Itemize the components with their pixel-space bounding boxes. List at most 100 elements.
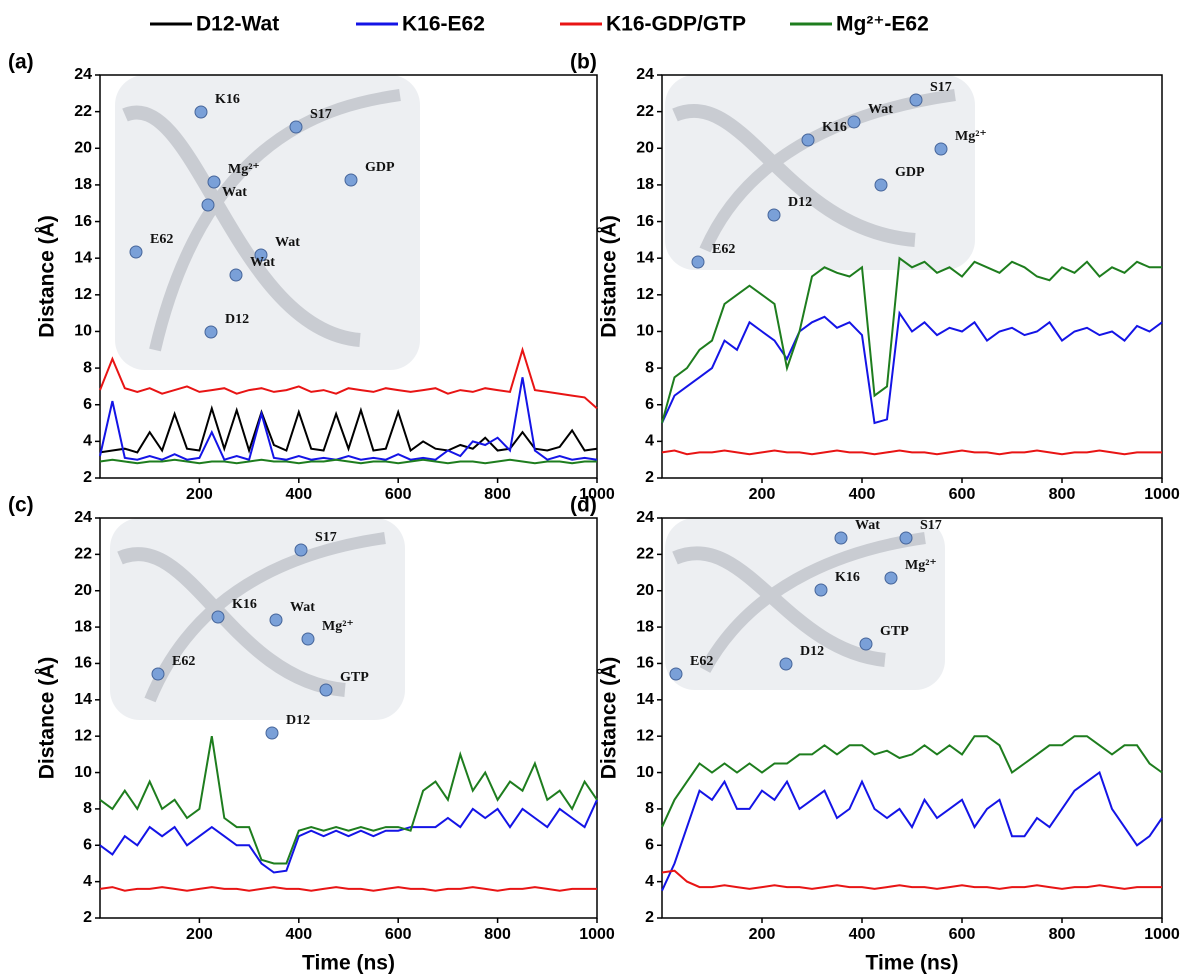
inset-atom [195,106,207,118]
x-axis-label: Time (ns) [302,952,395,975]
y-tick-label: 16 [636,655,654,672]
inset-label: Wat [868,102,893,117]
data-line [662,871,1162,889]
y-tick-label: 14 [74,691,92,708]
panel-label: (d) [570,494,597,517]
inset-label: D12 [788,195,812,210]
y-tick-label: 24 [636,66,654,83]
inset-label: Wat [290,600,315,615]
y-tick-label: 6 [83,396,92,413]
y-tick-label: 8 [83,800,92,817]
inset-label: K16 [822,120,847,135]
inset-label: Mg²⁺ [228,162,260,177]
x-tick-label: 800 [1049,926,1076,943]
inset-label: Mg²⁺ [322,619,354,634]
x-tick-label: 400 [285,486,312,503]
y-tick-label: 10 [636,764,654,781]
panel-label: (c) [8,494,34,517]
inset-atom [780,658,792,670]
inset-atom [295,544,307,556]
legend-label: K16-E62 [402,13,485,36]
x-tick-label: 400 [849,486,876,503]
legend-label: D12-Wat [196,13,279,36]
y-tick-label: 14 [636,691,654,708]
panel-label: (a) [8,51,34,74]
x-tick-label: 600 [385,486,412,503]
inset-label: E62 [150,232,173,247]
inset-label: Wat [222,185,247,200]
inset-atom [768,209,780,221]
data-line [100,408,597,452]
y-tick-label: 20 [74,139,92,156]
inset-atom [692,256,704,268]
inset-label: S17 [930,80,952,95]
y-tick-label: 10 [74,764,92,781]
y-tick-label: 12 [636,727,654,744]
x-tick-label: 1000 [1144,926,1180,943]
y-tick-label: 2 [645,469,654,486]
data-line [100,460,597,464]
y-tick-label: 22 [636,546,654,563]
data-line [662,258,1162,423]
inset-label: E62 [172,654,195,669]
y-tick-label: 20 [636,139,654,156]
inset-label: D12 [225,312,249,327]
y-tick-label: 4 [645,873,654,890]
y-tick-label: 20 [636,582,654,599]
y-tick-label: 8 [645,359,654,376]
data-line [662,313,1162,423]
inset-atom [935,143,947,155]
inset-atom [900,532,912,544]
inset-atom [212,611,224,623]
y-tick-label: 6 [645,836,654,853]
y-tick-label: 16 [74,213,92,230]
legend-label: K16-GDP/GTP [606,13,746,36]
inset-label: Wat [275,235,300,250]
inset-label: S17 [310,107,332,122]
x-tick-label: 400 [285,926,312,943]
x-tick-label: 200 [186,486,213,503]
inset-atom [910,94,922,106]
y-axis-label: Distance (Å) [597,657,621,780]
inset-label: Mg²⁺ [905,558,937,573]
inset-atom [860,638,872,650]
inset-label: GDP [895,165,925,180]
inset-atom [302,633,314,645]
x-tick-label: 800 [484,486,511,503]
y-tick-label: 18 [636,618,654,635]
y-tick-label: 4 [83,873,92,890]
inset-atom [270,614,282,626]
inset-atom [885,572,897,584]
x-tick-label: 400 [849,926,876,943]
x-tick-label: 1000 [579,926,615,943]
inset-label: GDP [365,160,395,175]
inset-atom [815,584,827,596]
x-tick-label: 600 [949,486,976,503]
y-tick-label: 12 [74,727,92,744]
y-tick-label: 8 [645,800,654,817]
x-tick-label: 200 [749,486,776,503]
y-tick-label: 14 [636,249,654,266]
inset-label: GTP [340,670,369,685]
inset-label: D12 [286,713,310,728]
y-tick-label: 10 [636,323,654,340]
legend-label: Mg²⁺-E62 [836,13,929,36]
inset-atom [802,134,814,146]
data-line [100,887,597,891]
y-tick-label: 2 [645,909,654,926]
y-tick-label: 2 [83,469,92,486]
inset-label: K16 [835,570,860,585]
y-tick-label: 14 [74,249,92,266]
inset-label: Mg²⁺ [955,129,987,144]
y-tick-label: 22 [74,546,92,563]
inset-label: D12 [800,644,824,659]
y-tick-label: 6 [645,396,654,413]
inset-atom [848,116,860,128]
x-tick-label: 200 [186,926,213,943]
y-tick-label: 24 [74,66,92,83]
x-tick-label: 800 [1049,486,1076,503]
y-tick-label: 16 [636,213,654,230]
inset-atom [835,532,847,544]
x-tick-label: 800 [484,926,511,943]
y-tick-label: 12 [636,286,654,303]
